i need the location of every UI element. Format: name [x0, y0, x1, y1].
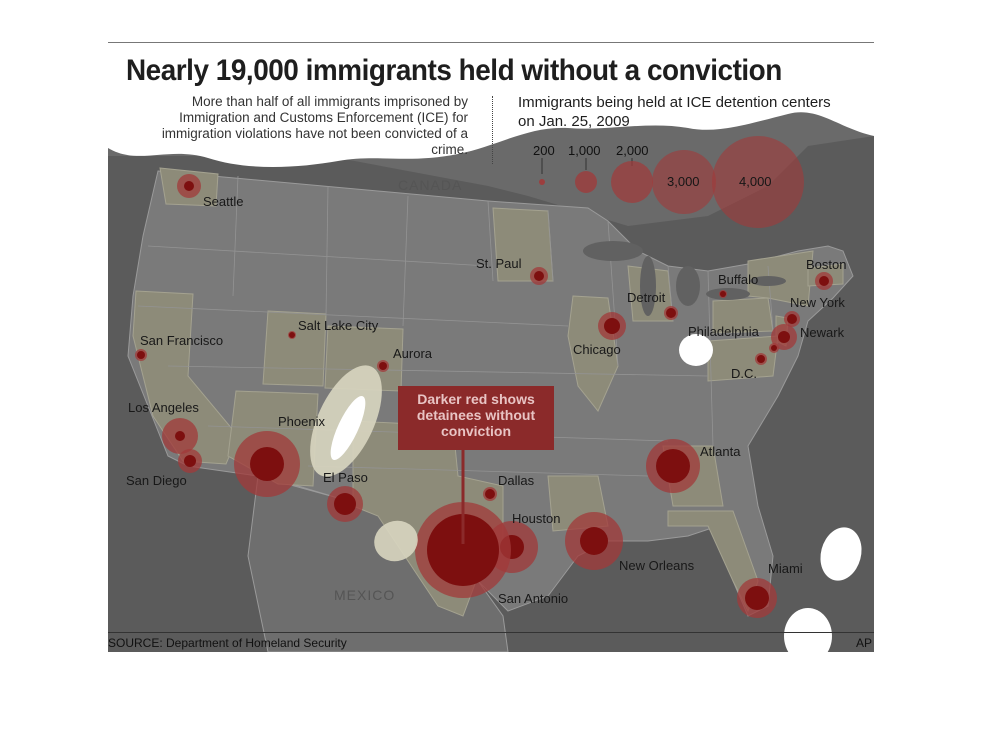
- city-label-seattle: Seattle: [203, 194, 244, 209]
- no-conviction-circle-salt-lake-city: [289, 332, 295, 338]
- us-map: [108, 36, 874, 652]
- city-label-newark: Newark: [800, 325, 845, 340]
- city-label-dc: D.C.: [731, 366, 757, 381]
- legend-circle-2000: [611, 161, 653, 203]
- no-conviction-circle-d-c: [757, 355, 765, 363]
- no-conviction-circle-newark: [778, 331, 790, 343]
- no-conviction-circle-los-angeles: [175, 431, 185, 441]
- no-conviction-circle-san-antonio: [427, 514, 499, 586]
- bottom-rule: [108, 632, 874, 633]
- city-label-phoenix: Phoenix: [278, 414, 325, 429]
- legend-label-2000: 2,000: [616, 143, 649, 158]
- state-california: [132, 290, 239, 465]
- no-conviction-circle-new-orleans: [580, 527, 608, 555]
- dotted-divider: [492, 96, 493, 164]
- no-conviction-circle-detroit: [666, 308, 676, 318]
- no-conviction-circle-st-paul: [534, 271, 544, 281]
- no-conviction-circle-chicago: [604, 318, 620, 334]
- city-label-miami: Miami: [768, 561, 803, 576]
- source-note: SOURCE: Department of Homeland Security: [108, 636, 347, 650]
- no-conviction-circle-phoenix: [250, 447, 284, 481]
- no-conviction-circle-buffalo: [720, 291, 726, 297]
- detention-circles: [135, 174, 833, 618]
- legend-label-200: 200: [533, 143, 555, 158]
- legend-label-1000: 1,000: [568, 143, 601, 158]
- legend-title: Immigrants being held at ICE detention c…: [518, 94, 831, 130]
- top-rule: [108, 42, 874, 43]
- city-label-new-york: New York: [790, 295, 845, 310]
- city-label-san-francisco: San Francisco: [140, 333, 224, 348]
- city-label-aurora: Aurora: [393, 346, 433, 361]
- city-label-dallas: Dallas: [498, 473, 535, 488]
- credit: AP: [855, 636, 872, 650]
- city-label-houston: Houston: [512, 511, 561, 526]
- country-label-mexico: MEXICO: [334, 587, 396, 603]
- page-title: Nearly 19,000 immigrants held without a …: [126, 54, 782, 87]
- no-conviction-circle-aurora: [379, 362, 387, 370]
- legend-label-3000: 3,000: [667, 174, 700, 189]
- no-conviction-circle-san-francisco: [137, 351, 145, 359]
- city-label-new-orleans: New Orleans: [619, 558, 695, 573]
- city-label-chicago: Chicago: [573, 342, 621, 357]
- legend-circle-200: [539, 179, 545, 185]
- state-utah: [262, 310, 327, 387]
- legend-circle-4000: [712, 136, 804, 228]
- legend-label-4000: 4,000: [739, 174, 772, 189]
- callout-box: Darker red shows detainees without convi…: [398, 386, 554, 450]
- no-conviction-circle-dallas: [485, 489, 495, 499]
- city-label-san-diego: San Diego: [126, 473, 187, 488]
- city-label-buffalo: Buffalo: [718, 272, 759, 287]
- city-label-san-antonio: San Antonio: [498, 591, 569, 606]
- infographic: Nearly 19,000 immigrants held without a …: [108, 36, 874, 652]
- country-label-canada: CANADA: [398, 177, 463, 193]
- state-borders: [137, 175, 774, 477]
- city-label-los-angeles: Los Angeles: [128, 400, 199, 415]
- no-conviction-circle-seattle: [184, 181, 194, 191]
- no-conviction-circle-atlanta: [656, 449, 690, 483]
- city-label-salt-lake-city: Salt Lake City: [298, 318, 379, 333]
- great-lakes: [583, 241, 786, 316]
- no-conviction-circle-new-york: [787, 314, 797, 324]
- legend-circle-1000: [575, 171, 597, 193]
- city-label-atlanta: Atlanta: [700, 444, 741, 459]
- legend-circle-3000: [652, 150, 716, 214]
- state-virginia: [707, 335, 779, 382]
- city-label-philadelphia: Philadelphia: [688, 324, 759, 339]
- no-conviction-circle-philadelphia: [771, 345, 777, 351]
- no-conviction-circle-miami: [745, 586, 769, 610]
- city-label-detroit: Detroit: [627, 290, 666, 305]
- no-conviction-circle-el-paso: [334, 493, 356, 515]
- city-label-el-paso: El Paso: [323, 470, 368, 485]
- city-label-boston: Boston: [806, 257, 847, 272]
- header-panel: [108, 36, 874, 167]
- city-label-st-paul: St. Paul: [476, 256, 522, 271]
- legend-circles: [539, 136, 804, 228]
- no-conviction-circle-boston: [819, 276, 829, 286]
- subtitle: More than half of all immigrants impriso…: [161, 94, 468, 157]
- no-conviction-circle-san-diego: [184, 455, 196, 467]
